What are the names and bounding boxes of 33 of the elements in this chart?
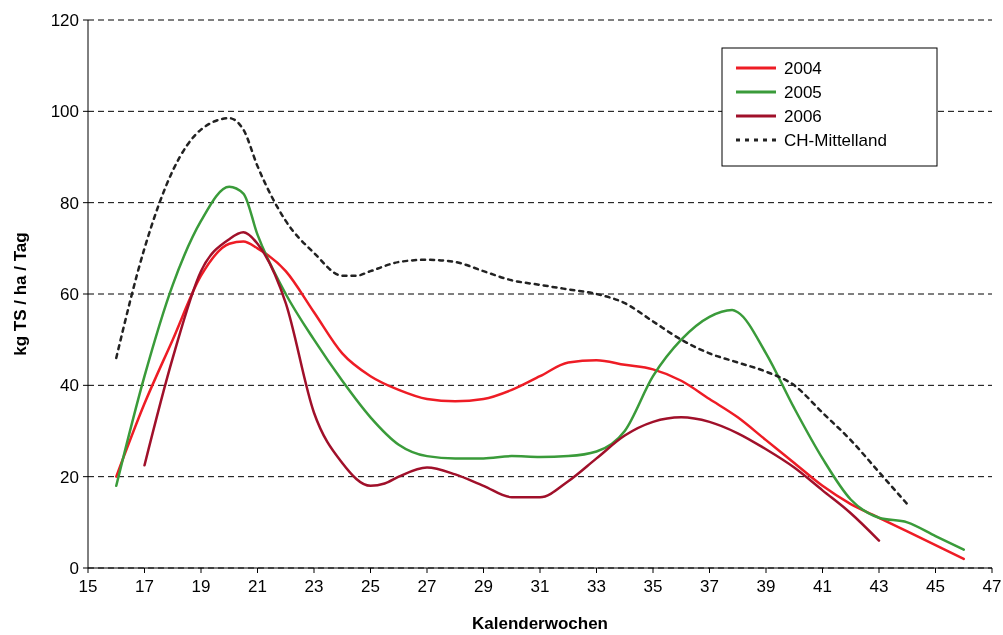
- y-tick-label: 60: [60, 284, 79, 304]
- x-tick-label: 17: [135, 577, 154, 596]
- x-tick-label: 45: [926, 577, 945, 596]
- x-tick-label: 25: [361, 577, 380, 596]
- x-tick-label: 27: [417, 577, 437, 596]
- legend-label: 2005: [784, 82, 822, 102]
- x-axis-title: Kalenderwochen: [471, 614, 609, 633]
- line-series: [115, 185, 965, 551]
- x-tick-label: 29: [474, 577, 493, 596]
- x-tick-label: 47: [982, 577, 1002, 596]
- line-series: [115, 240, 965, 561]
- x-tick-label: 23: [304, 577, 324, 596]
- x-tick-label: 21: [248, 577, 267, 596]
- y-tick-label: 40: [60, 376, 79, 396]
- x-tick-label: 35: [643, 577, 663, 596]
- x-tick-label: 33: [587, 577, 606, 596]
- x-tick-label: 39: [756, 577, 776, 596]
- y-tick-label: 100: [50, 102, 79, 122]
- y-axis-title: kg TS / ha / Tag: [11, 232, 30, 356]
- legend-label: 2006: [784, 106, 822, 126]
- x-tick-label: 31: [530, 577, 550, 596]
- x-tick-label: 37: [700, 577, 719, 596]
- x-tick-label: 19: [191, 577, 211, 596]
- legend-label: CH-Mittelland: [784, 130, 887, 150]
- y-tick-label: 20: [60, 467, 79, 487]
- legend-label: 2004: [784, 58, 822, 78]
- y-tick-label: 0: [69, 558, 79, 578]
- y-tick-label: 120: [50, 10, 79, 30]
- x-tick-label: 41: [813, 577, 832, 596]
- line-series: [143, 231, 881, 542]
- y-tick-label: 80: [60, 193, 79, 213]
- x-tick-label: 15: [78, 577, 98, 596]
- x-tick-label: 43: [869, 577, 889, 596]
